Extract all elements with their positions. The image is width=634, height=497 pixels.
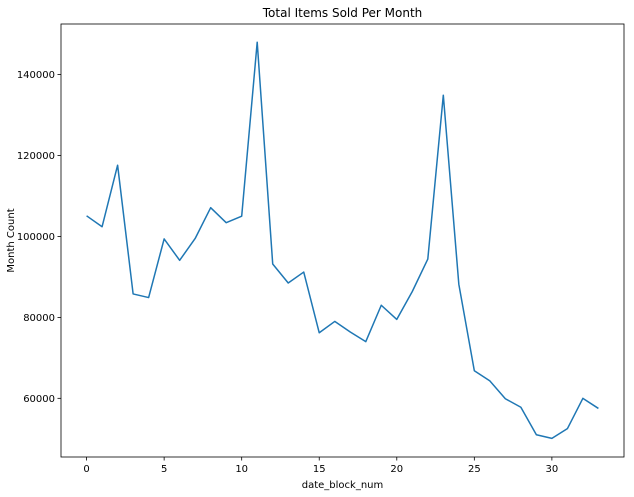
chart-title: Total Items Sold Per Month [262,6,423,20]
data-point [566,427,569,430]
data-point [163,237,166,240]
data-point [318,331,321,334]
data-point [581,397,584,400]
y-tick-label: 80000 [23,313,55,324]
data-point [535,433,538,436]
data-point [302,271,305,274]
plot-area [60,23,625,458]
series-line [86,41,599,440]
x-tick-label: 20 [390,464,403,475]
x-tick-label: 30 [546,464,559,475]
x-tick-label: 25 [468,464,481,475]
data-point [85,214,88,217]
data-point [240,215,243,218]
y-tick-label: 100000 [17,232,55,243]
y-axis-title: Month Count [6,208,17,272]
data-point [473,369,476,372]
y-tick-label: 140000 [17,70,55,81]
data-point [488,379,491,382]
data-point [442,94,445,97]
x-tick-label: 0 [83,464,89,475]
data-point [147,296,150,299]
data-point [349,330,352,333]
data-point [457,283,460,286]
x-tick-label: 15 [313,464,326,475]
data-point [194,237,197,240]
data-points [85,41,600,440]
data-point [225,221,228,224]
data-point [380,304,383,307]
data-point [411,290,414,293]
data-point [333,320,336,323]
data-point [132,292,135,295]
data-point [519,406,522,409]
series-layer [86,41,599,440]
data-point [287,281,290,284]
data-point [178,259,181,262]
x-tick-label: 10 [235,464,248,475]
data-point [364,340,367,343]
data-point [209,206,212,209]
data-point [597,407,600,410]
y-tick-label: 120000 [17,151,55,162]
data-point [101,225,104,228]
data-point [256,41,259,44]
y-axis: 60000 80000 100000 120000 140000 [17,70,61,405]
x-axis-title: date_block_num [302,480,384,491]
data-point [550,437,553,440]
data-point [271,262,274,265]
y-tick-label: 60000 [23,394,55,405]
data-point [395,318,398,321]
data-point [504,397,507,400]
data-point [116,164,119,167]
x-axis: 0 5 10 15 20 25 30 [83,457,558,475]
data-point [426,258,429,261]
x-tick-label: 5 [161,464,167,475]
